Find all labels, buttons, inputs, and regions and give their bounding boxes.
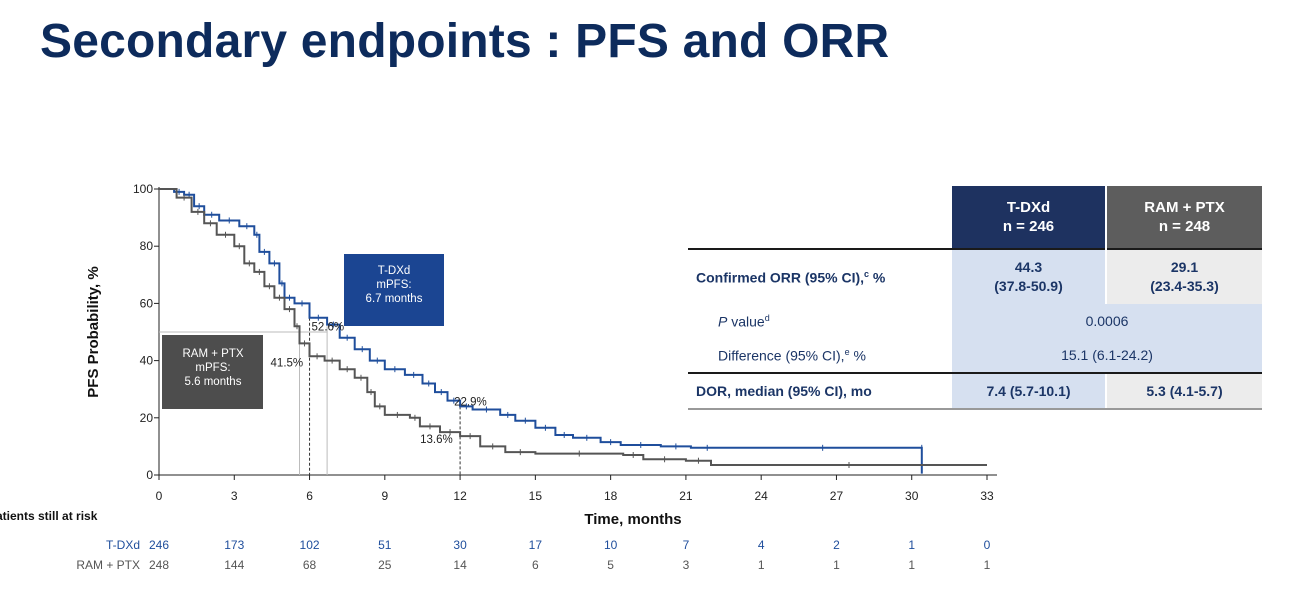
ram-mpfs-box: RAM + PTX mPFS: 5.6 months [162,335,263,409]
at-risk-header: atients still at risk [0,509,98,523]
orr-ram-value: 29.1 [1170,259,1199,275]
ram-mpfs-box-line: RAM + PTX [182,348,243,360]
orr-ram-ci: (23.4-35.3) [1150,278,1219,294]
at-risk-count: 6 [532,558,539,572]
pvalue-label: P valued [718,312,770,330]
at-risk-count: 144 [224,558,245,572]
at-risk-count: 2 [833,538,840,552]
x-tick-label: 30 [905,489,919,503]
slide-title: Secondary endpoints : PFS and ORR [40,15,890,68]
table-row-orr: Confirmed ORR (95% CI),c % 44.3 (37.8-50… [688,248,1262,304]
table-row-dor: DOR, median (95% CI), mo 7.4 (5.7-10.1) … [688,373,1262,410]
tdxd-mpfs-box: T-DXd mPFS: 6.7 months [344,254,444,326]
at-risk-count: 17 [528,538,543,552]
results-table: T-DXd n = 246 RAM + PTX n = 248 Confirme… [688,186,1262,410]
at-risk-count: 248 [148,558,170,572]
at-risk-count: 246 [148,538,170,552]
x-tick-label: 0 [156,489,163,503]
y-axis-title: PFS Probability, % [85,266,102,397]
tdxd-mpfs-box-bg [344,254,444,326]
ram-header-n: n = 248 [1158,218,1211,235]
y-tick-label: 100 [133,182,153,196]
tdxd-header-n: n = 246 [1002,218,1055,235]
orr-ram: 29.1 (23.4-35.3) [1105,248,1262,304]
orr-tdxd-value: 44.3 [1014,259,1043,275]
y-tick-label: 60 [140,296,154,310]
at-risk-count: 1 [757,558,765,572]
x-tick-label: 21 [679,489,693,503]
x-tick-label: 24 [755,489,769,503]
table-row-difference: Difference (95% CI),e % 15.1 (6.1-24.2) [688,338,1262,374]
table-header-blank [688,186,952,249]
pvalue-value: 0.0006 [952,304,1262,338]
difference-label: Difference (95% CI),e % [688,338,952,374]
at-risk-count: 0 [983,538,991,552]
chart-annotations: T-DXd mPFS: 6.7 months RAM + PTX mPFS: 5.6 mo… [162,254,487,446]
at-risk-count: 51 [378,538,392,552]
y-tick-label: 0 [146,468,153,482]
tdxd-mpfs-box-line: T-DXd [378,265,411,277]
at-risk-count: 1 [908,558,916,572]
at-risk-count: 1 [908,538,916,552]
at-risk-count: 173 [224,538,245,552]
ram-6mo-label: 41.5% [271,357,304,369]
at-risk-count: 68 [302,558,317,572]
at-risk-count: 5 [607,558,614,572]
y-tick-label: 20 [140,411,154,425]
ram-header-name: RAM + PTX [1144,199,1225,216]
tdxd-6mo-label: 52.6% [312,322,345,334]
at-risk-count: 7 [682,538,690,552]
ram-mpfs-box-line: mPFS: [195,362,230,374]
orr-tdxd: 44.3 (37.8-50.9) [952,248,1106,304]
difference-value: 15.1 (6.1-24.2) [952,338,1262,374]
at-risk-label: RAM + PTX [76,558,140,572]
x-tick-label: 15 [529,489,543,503]
at-risk-count: 3 [682,558,690,572]
table-header-ram: RAM + PTX n = 248 [1105,186,1262,249]
dor-label: DOR, median (95% CI), mo [688,373,952,410]
orr-label: Confirmed ORR (95% CI),c % [688,248,952,304]
chart-axes [158,187,997,476]
orr-tdxd-ci: (37.8-50.9) [994,278,1063,294]
tdxd-mpfs-box-line: mPFS: [376,279,411,291]
x-tick-label: 6 [306,489,313,503]
x-tick-label: 18 [604,489,618,503]
at-risk-count: 1 [983,558,991,572]
x-tick-label: 33 [980,489,994,503]
dor-tdxd: 7.4 (5.7-10.1) [952,373,1106,410]
table-header-tdxd: T-DXd n = 246 [952,186,1106,249]
ram-mpfs-box-bg [162,335,263,409]
x-tick-label: 27 [830,489,844,503]
tdxd-header-name: T-DXd [1006,199,1051,216]
at-risk-count: 1 [833,558,840,572]
at-risk-count: 25 [378,558,392,572]
ram-12mo-label: 13.6% [420,434,453,446]
x-axis-title: Time, months [584,511,681,528]
at-risk-label: T-DXd [105,538,140,552]
dor-ram: 5.3 (4.1-5.7) [1105,373,1262,410]
table-row-pvalue: P valued 0.0006 [688,304,1262,338]
tdxd-mpfs-box-line: 6.7 months [366,293,423,305]
at-risk-count: 4 [757,538,765,552]
y-tick-label: 80 [140,239,154,253]
x-tick-label: 9 [381,489,388,503]
x-tick-label: 3 [231,489,238,503]
at-risk-count: 102 [299,538,320,552]
y-tick-label: 40 [140,354,154,368]
x-tick-label: 12 [453,489,467,503]
at-risk-count: 14 [453,558,467,572]
tdxd-12mo-label: 22.9% [454,397,487,409]
table-header-row: T-DXd n = 246 RAM + PTX n = 248 [688,186,1262,249]
at-risk-count: 30 [453,538,467,552]
ram-mpfs-box-line: 5.6 months [185,376,242,388]
chart-ticks: 0 20 40 60 80 100 0 3 6 9 12 15 18 21 24 27 30 33 Time, mo… [85,182,994,528]
at-risk-count: 10 [603,538,618,552]
km-curves [159,188,987,474]
